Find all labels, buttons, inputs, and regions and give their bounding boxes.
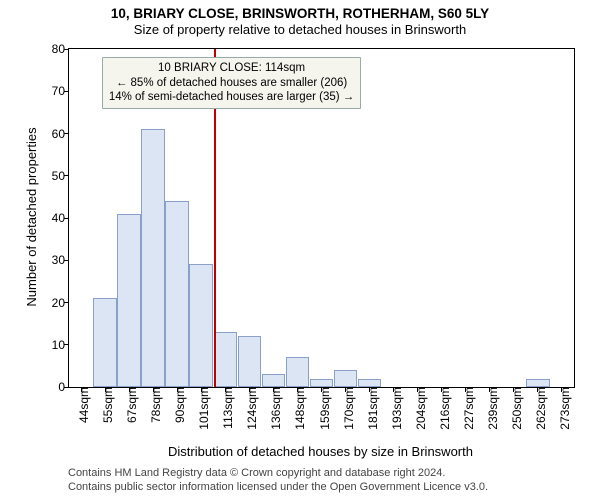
x-tick-label: 273sqm [552,387,572,430]
histogram-plot: 0102030405060708044sqm55sqm67sqm78sqm90s… [68,48,575,388]
x-tick-label: 250sqm [504,387,524,430]
footer-line-1: Contains HM Land Registry data © Crown c… [68,466,488,480]
annotation-line: ← 85% of detached houses are smaller (20… [109,76,354,90]
x-axis-label: Distribution of detached houses by size … [68,444,573,459]
x-tick-label: 239sqm [480,387,500,430]
x-tick-label: 216sqm [432,387,452,430]
x-tick-label: 78sqm [143,387,163,423]
histogram-bar [310,379,334,387]
x-tick-label: 227sqm [456,387,476,430]
x-tick-label: 159sqm [312,387,332,430]
histogram-bar [117,214,141,387]
y-axis-label: Number of detached properties [24,48,39,386]
x-tick-label: 193sqm [384,387,404,430]
x-tick-label: 90sqm [167,387,187,423]
histogram-bar [93,298,117,387]
histogram-bar [358,379,382,387]
y-tick-label: 60 [52,127,69,141]
x-tick-label: 148sqm [287,387,307,430]
histogram-bar [238,336,262,387]
footer-attribution: Contains HM Land Registry data © Crown c… [68,466,488,495]
x-tick-label: 44sqm [71,387,91,423]
x-tick-label: 124sqm [239,387,259,430]
y-tick-label: 50 [52,169,69,183]
y-tick-label: 40 [52,211,69,225]
histogram-bar [189,264,213,387]
x-tick-label: 55sqm [95,387,115,423]
y-tick-label: 20 [52,296,69,310]
x-tick-label: 204sqm [408,387,428,430]
x-tick-label: 136sqm [263,387,283,430]
page-subtitle: Size of property relative to detached ho… [0,21,600,37]
x-tick-label: 181sqm [360,387,380,430]
x-tick-label: 101sqm [191,387,211,430]
x-tick-label: 67sqm [119,387,139,423]
annotation-line: 10 BRIARY CLOSE: 114sqm [109,61,354,75]
y-tick-label: 0 [58,380,69,394]
x-tick-label: 113sqm [215,387,235,429]
histogram-bar [165,201,189,387]
histogram-bar [334,370,358,387]
y-tick-label: 30 [52,253,69,267]
annotation-box: 10 BRIARY CLOSE: 114sqm← 85% of detached… [102,57,361,108]
histogram-bar [526,379,550,387]
histogram-bar [214,332,238,387]
x-tick-label: 262sqm [528,387,548,430]
histogram-bar [286,357,310,387]
page-title: 10, BRIARY CLOSE, BRINSWORTH, ROTHERHAM,… [0,0,600,21]
y-tick-label: 80 [52,42,69,56]
annotation-line: 14% of semi-detached houses are larger (… [109,90,354,104]
x-tick-label: 170sqm [336,387,356,430]
y-tick-label: 10 [52,338,69,352]
histogram-bar [262,374,286,387]
histogram-bar [141,129,165,387]
y-tick-label: 70 [52,84,69,98]
footer-line-2: Contains public sector information licen… [68,480,488,494]
